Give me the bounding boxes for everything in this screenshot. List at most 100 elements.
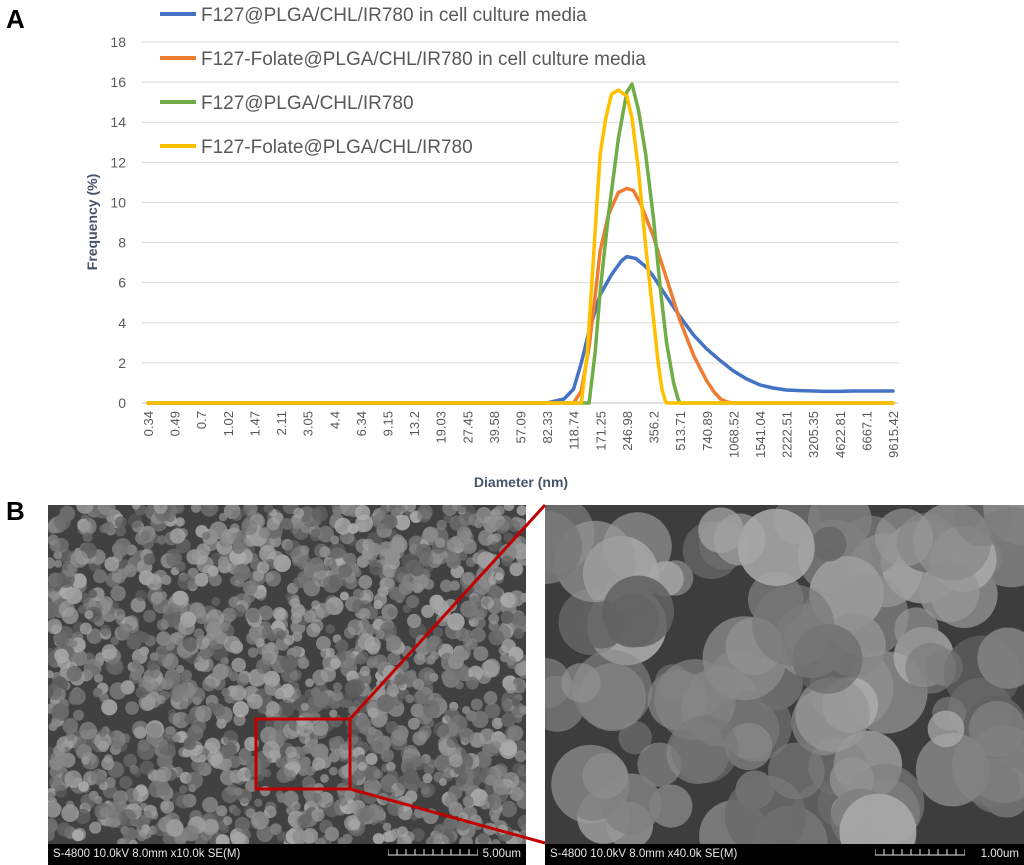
sem-particle (311, 718, 329, 736)
sem-particle (335, 557, 344, 566)
sem-particle (311, 505, 328, 522)
y-axis-tick-labels: 0 2 4 6 8 10 12 14 16 18 (110, 34, 126, 411)
sem-particle (48, 601, 59, 619)
sem-particle (301, 560, 311, 570)
sem-particle (367, 707, 379, 719)
sem-particle (265, 570, 282, 587)
sem-particle (501, 555, 513, 567)
sem-particle (508, 519, 521, 533)
sem-particle (204, 737, 221, 754)
sem-particle (263, 769, 272, 778)
sem-particle (53, 744, 66, 757)
x-tick-label: 27.45 (460, 411, 475, 444)
sem-particle (275, 757, 286, 768)
sem-particle (422, 773, 433, 784)
legend-entry-label: F127-Folate@PLGA/CHL/IR780 (201, 137, 473, 158)
sem-particle (172, 734, 181, 743)
sem-particle (337, 837, 346, 846)
sem-particle (469, 814, 482, 827)
sem-particle (348, 678, 365, 696)
sem-particle (56, 822, 72, 837)
panel-a-label: A (6, 4, 25, 34)
sem-particle (468, 513, 481, 526)
sem-particle (329, 542, 346, 559)
sem-particle (185, 641, 197, 653)
sem-particle (335, 639, 349, 653)
sem-particle (143, 609, 156, 623)
sem-particle (811, 526, 847, 562)
sem-particle (202, 677, 216, 692)
sem-particle (434, 754, 453, 772)
sem-particle (48, 828, 55, 842)
sem-particle (372, 654, 388, 669)
sem-particle (231, 657, 246, 673)
sem-particle (152, 534, 161, 544)
sem-particle (874, 508, 934, 567)
sem-particle (473, 616, 486, 629)
sem-particle (405, 790, 418, 803)
sem-particle (189, 687, 206, 703)
x-axis-label: Diameter (nm) (474, 474, 568, 490)
sem-particle (505, 682, 517, 694)
sem-particle (196, 556, 214, 574)
sem-particle (407, 717, 420, 730)
sem-particle (179, 785, 188, 794)
sem-particle (649, 784, 693, 828)
sem-particle (146, 659, 158, 671)
sem-particle (405, 694, 415, 704)
sem-particle (138, 570, 154, 586)
sem-particle (88, 589, 97, 599)
sem-particle (166, 819, 184, 837)
sem-particle (105, 572, 121, 588)
sem-particle (216, 718, 227, 729)
sem-particle (292, 829, 307, 845)
sem-particle (83, 658, 102, 677)
sem-particle (413, 690, 427, 705)
sem-particle (905, 642, 957, 694)
sem-particle (357, 761, 367, 771)
sem-particle (280, 654, 298, 672)
x-tick-label: 4.4 (327, 411, 342, 429)
sem-scale-bar-label: 1.00um (980, 848, 1019, 860)
sem-particle (137, 739, 150, 752)
sem-particle (223, 730, 239, 746)
x-axis-tick-labels: 0.34 0.49 0.7 1.02 1.47 2.11 3.05 4.4 6.34 9.15 13… (141, 411, 901, 458)
sem-particle (737, 508, 815, 586)
sem-particle (618, 721, 652, 755)
sem-particle (233, 563, 251, 582)
sem-particle (347, 619, 364, 636)
sem-particle (311, 808, 325, 822)
sem-particle (394, 799, 404, 809)
sem-particle (77, 605, 87, 614)
sem-info-text: S-4800 10.0kV 8.0mm x40.0k SE(M) (550, 848, 738, 860)
sem-particle (82, 532, 93, 543)
sem-particle (100, 596, 113, 609)
sem-particle (500, 800, 517, 818)
sem-particle (194, 572, 209, 587)
sem-particle (339, 699, 348, 708)
sem-particle (511, 537, 522, 548)
sem-particle (200, 648, 212, 660)
sem-particle (233, 604, 246, 618)
sem-particle (141, 824, 150, 833)
sem-particle (401, 645, 413, 658)
sem-particle (386, 635, 402, 651)
sem-particle (367, 726, 376, 735)
sem-particle (182, 825, 199, 842)
sem-particle (312, 793, 322, 802)
x-tick-label: 740.89 (700, 411, 715, 451)
sem-particle (514, 750, 526, 763)
sem-particle (283, 634, 295, 646)
sem-particle (499, 741, 518, 759)
sem-particle (376, 694, 395, 712)
sem-particle (290, 669, 302, 681)
sem-particle (308, 557, 324, 573)
sem-particle (320, 774, 329, 783)
sem-particle (303, 610, 317, 623)
sem-particle (124, 787, 139, 803)
sem-particle (123, 827, 138, 842)
sem-particle (50, 718, 61, 728)
sem-particle (123, 753, 137, 768)
sem-particle (561, 663, 601, 703)
sem-particle (312, 669, 329, 686)
